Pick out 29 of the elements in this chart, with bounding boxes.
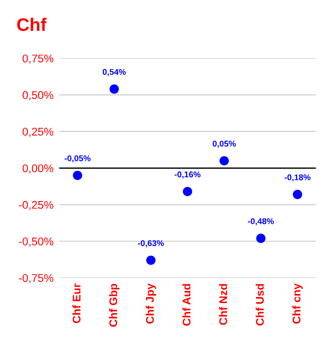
- data-label: 0,54%: [102, 68, 126, 76]
- data-label: -0,18%: [284, 174, 310, 182]
- data-label: -0,48%: [248, 218, 274, 226]
- x-tick-label: Chf Gbp: [109, 284, 120, 327]
- x-tick-label: Chf cny: [292, 283, 303, 324]
- data-label: -0,16%: [174, 171, 201, 179]
- x-tick-label: Chf Jpy: [146, 283, 156, 324]
- data-label: 0,05%: [212, 140, 236, 148]
- y-tick-label: 0,75%: [22, 54, 54, 64]
- x-tick-label: Chf Nzd: [219, 284, 228, 325]
- x-tick-label: Chf Eur: [72, 284, 81, 324]
- chart-title: Chf: [17, 18, 47, 32]
- data-label: -0,63%: [138, 240, 164, 248]
- point: [256, 234, 266, 243]
- point: [292, 190, 302, 200]
- point: [146, 256, 156, 265]
- x-tick-label: Chf Usd: [256, 284, 264, 326]
- point: [182, 186, 192, 196]
- y-tick-label: 0,00%: [22, 164, 54, 174]
- y-tick-label: 0,50%: [22, 91, 54, 100]
- point: [220, 156, 229, 166]
- y-tick-label: 0,25%: [22, 128, 54, 137]
- point: [72, 170, 82, 180]
- data-label: -0,05%: [64, 155, 91, 162]
- y-tick-label: -0,25%: [18, 200, 54, 210]
- point: [110, 84, 119, 94]
- x-tick-label: Chf Aud: [182, 284, 191, 326]
- y-tick-label: -0,50%: [18, 238, 54, 247]
- y-tick-label: -0,75%: [18, 274, 54, 284]
